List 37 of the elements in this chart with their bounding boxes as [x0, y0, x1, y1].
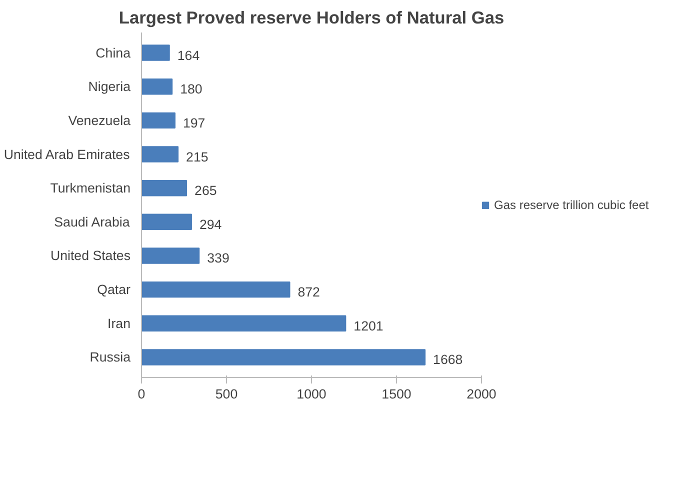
- x-tick-label: 500: [215, 386, 238, 402]
- data-label: 215: [186, 149, 208, 164]
- data-label: 294: [199, 216, 222, 232]
- bar: [142, 214, 192, 230]
- bar: [142, 315, 346, 332]
- bar: [142, 349, 426, 366]
- y-tick-label: United Arab Emirates: [4, 146, 130, 162]
- bar: [142, 281, 290, 298]
- x-tick-label: 0: [138, 386, 146, 402]
- y-tick-label: Saudi Arabia: [54, 214, 130, 230]
- bar: [142, 78, 173, 95]
- y-tick-label: Russia: [90, 350, 132, 365]
- bar: [142, 146, 179, 162]
- data-label: 164: [177, 48, 200, 63]
- data-label: 1668: [433, 352, 463, 368]
- data-label: 197: [182, 115, 206, 130]
- data-label: 339: [207, 250, 230, 266]
- bar: [142, 112, 176, 129]
- y-tick-label: Venezuela: [68, 112, 132, 128]
- x-tick-label: 2000: [466, 386, 496, 402]
- x-tick-label: 1000: [296, 386, 326, 402]
- bar: [142, 180, 188, 196]
- data-label: 872: [298, 284, 320, 300]
- data-label: 265: [194, 183, 217, 198]
- data-label: 180: [180, 82, 202, 97]
- x-tick-label: 1500: [382, 386, 412, 402]
- y-tick-label: Turkmenistan: [50, 180, 131, 196]
- y-tick-label: Qatar: [97, 282, 132, 298]
- y-tick-label: Nigeria: [88, 79, 132, 94]
- chart-title: Largest Proved reserve Holders of Natural Gas: [118, 8, 504, 28]
- y-tick-label: China: [96, 45, 132, 60]
- legend-label: Gas reserve trillion cubic feet: [494, 198, 649, 212]
- bar: [142, 248, 200, 264]
- data-label: 1201: [354, 318, 384, 334]
- bar: [142, 44, 170, 61]
- y-tick-label: United States: [50, 248, 131, 264]
- y-tick-label: Iran: [108, 316, 130, 331]
